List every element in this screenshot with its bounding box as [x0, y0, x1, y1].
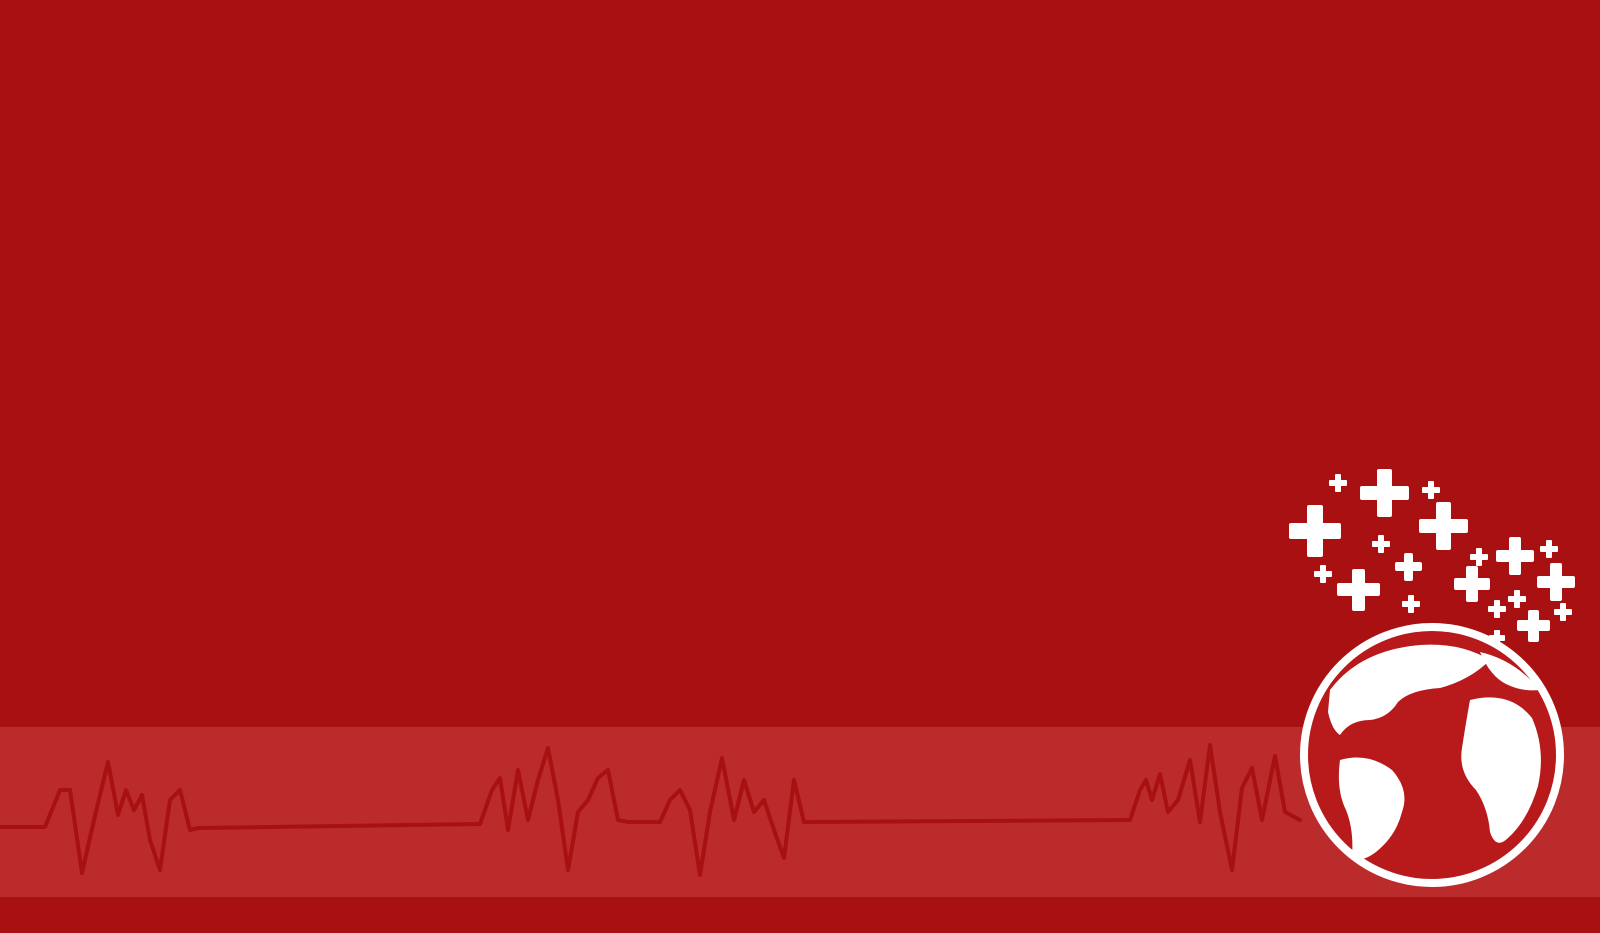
cross-icon-10 [1329, 474, 1347, 492]
cross-icon-15 [1470, 548, 1488, 566]
cross-icon-3 [1419, 502, 1468, 550]
cross-icon-2 [1360, 469, 1409, 517]
cross-icon-16 [1488, 600, 1506, 618]
globe-icon [1300, 623, 1564, 887]
cross-icon-11 [1422, 481, 1440, 499]
cross-icon-19 [1554, 603, 1572, 621]
cross-icon-17 [1508, 590, 1526, 608]
cross-icon-6 [1537, 563, 1575, 601]
medical-cross-icons [1289, 469, 1575, 646]
cross-icon-9 [1395, 553, 1422, 581]
cross-icon-4 [1337, 569, 1380, 611]
cross-icon-12 [1372, 535, 1390, 553]
cross-icon-7 [1454, 566, 1490, 602]
cross-icon-18 [1540, 540, 1558, 558]
cross-icon-1 [1289, 505, 1341, 557]
cross-icon-20 [1489, 630, 1505, 646]
cross-icon-8 [1517, 610, 1550, 642]
cross-icon-13 [1314, 565, 1332, 583]
cross-icon-5 [1496, 537, 1534, 575]
cross-icon-14 [1402, 595, 1420, 613]
heartbeat-line-icon [0, 743, 1302, 877]
